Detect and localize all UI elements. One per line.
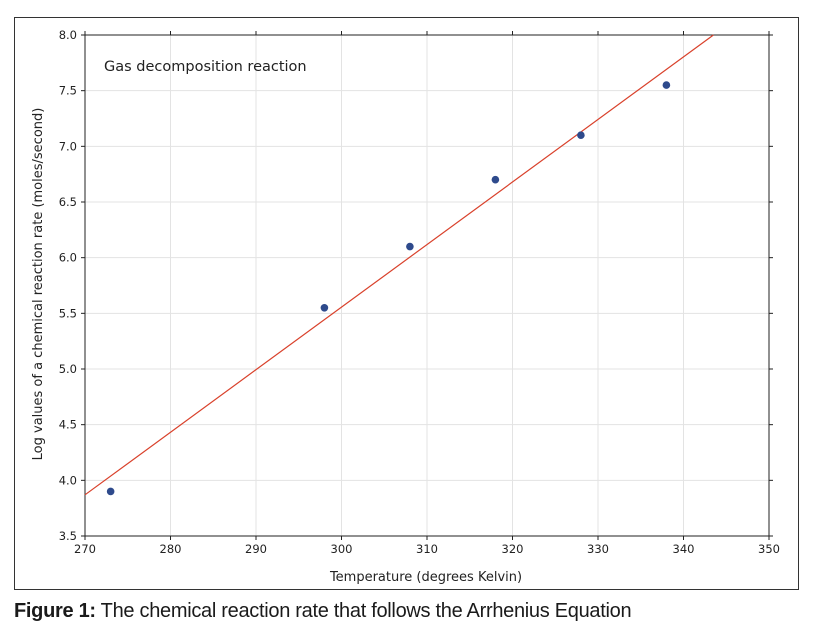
- data-point: [577, 131, 585, 139]
- chart-title: Gas decomposition reaction: [104, 59, 307, 75]
- figure-frame: [14, 17, 799, 590]
- y-tick-label: 6.0: [59, 251, 77, 265]
- data-points: [106, 81, 671, 496]
- caption-label: Figure 1:: [14, 600, 96, 622]
- x-tick-label: 320: [502, 542, 524, 556]
- y-tick-label: 6.5: [59, 195, 77, 209]
- y-axis-ticks: 3.5 4.0 4.5 5.0 5.5 6.0 6.5 7.0 7.5 8.0: [59, 28, 773, 543]
- data-point: [491, 175, 500, 184]
- y-tick-label: 5.0: [59, 362, 77, 376]
- trend-line: [84, 34, 714, 496]
- y-tick-label: 4.0: [59, 473, 77, 487]
- y-tick-label: 3.5: [59, 529, 77, 543]
- x-tick-label: 280: [160, 542, 182, 556]
- data-point: [320, 303, 329, 312]
- x-tick-label: 350: [758, 542, 780, 556]
- data-point: [406, 242, 414, 251]
- caption-text: The chemical reaction rate that follows …: [100, 600, 632, 622]
- y-tick-label: 7.5: [59, 84, 77, 98]
- data-point: [662, 81, 671, 89]
- data-point: [106, 487, 115, 496]
- x-tick-label: 300: [331, 542, 353, 556]
- y-tick-label: 4.5: [59, 418, 77, 432]
- y-tick-label: 5.5: [59, 306, 77, 320]
- x-tick-label: 330: [587, 542, 609, 556]
- x-axis-ticks: 270 280 290 300 310 320 330 340 350: [74, 31, 780, 556]
- y-axis-label: Log values of a chemical reaction rate (…: [31, 108, 46, 461]
- x-axis-label: Temperature (degrees Kelvin): [329, 570, 522, 585]
- y-tick-label: 8.0: [59, 28, 77, 42]
- grid-lines: [85, 35, 769, 536]
- x-tick-label: 310: [416, 542, 438, 556]
- figure-caption: Figure 1: The chemical reaction rate tha…: [14, 600, 632, 623]
- x-tick-label: 290: [245, 542, 267, 556]
- x-tick-label: 270: [74, 542, 96, 556]
- x-tick-label: 340: [673, 542, 695, 556]
- y-tick-label: 7.0: [59, 139, 77, 153]
